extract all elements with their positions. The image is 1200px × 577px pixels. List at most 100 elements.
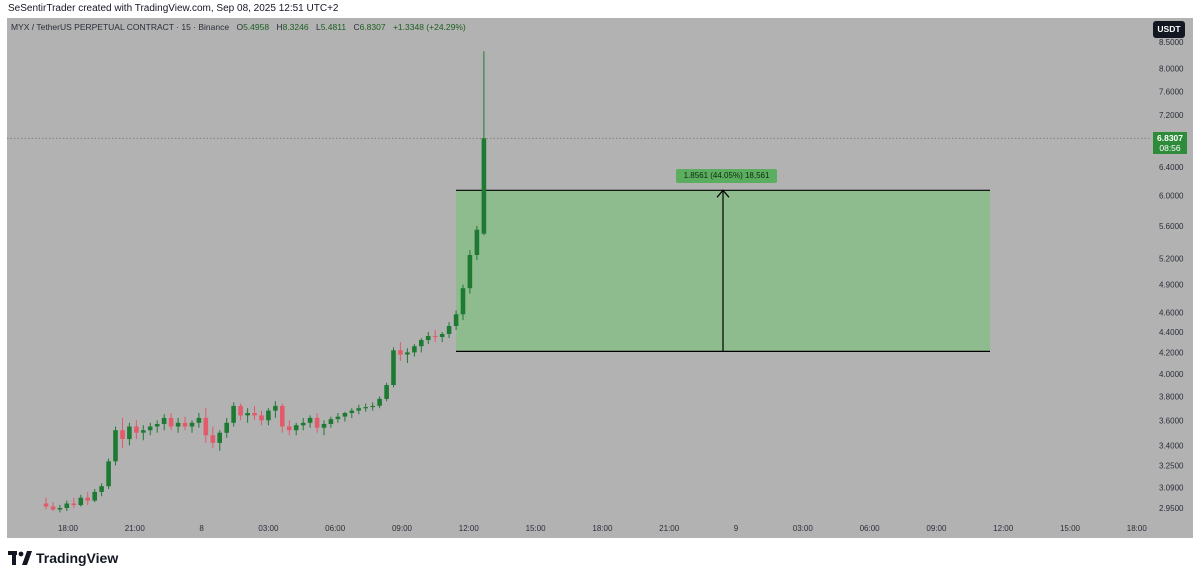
candle-body (377, 398, 382, 406)
price-tick-label: 3.0900 (1159, 484, 1184, 493)
time-tick-label: 18:00 (592, 524, 613, 533)
price-tick-label: 2.9500 (1159, 504, 1184, 513)
candle-body (99, 486, 104, 492)
header-bar: SeSentirTrader created with TradingView.… (0, 0, 1200, 18)
candle-body (370, 405, 375, 408)
candle-body (120, 430, 125, 439)
time-tick-label: 18:00 (1127, 524, 1148, 533)
time-tick-label: 03:00 (793, 524, 814, 533)
high-value: 8.3246 (282, 22, 309, 32)
time-tick-label: 12:00 (993, 524, 1014, 533)
low-label: L (315, 22, 321, 32)
candle-body (210, 435, 216, 443)
candle-body (113, 430, 118, 462)
candle-body (50, 506, 56, 510)
candle-body (57, 508, 63, 510)
low-value: 5.4811 (320, 22, 347, 32)
candle-body (92, 491, 97, 501)
open-value: 5.4958 (243, 22, 270, 32)
tradingview-logo[interactable]: TradingView (8, 550, 118, 566)
candle-body (238, 405, 243, 416)
time-tick-label: 15:00 (1060, 524, 1081, 533)
last-price-tag: 6.8307 08:56 (1153, 132, 1187, 154)
price-tick-label: 4.0000 (1159, 370, 1184, 379)
time-tick-label: 21:00 (125, 524, 146, 533)
candle-body (85, 497, 90, 501)
candle-body (259, 415, 264, 421)
time-tick-label: 12:00 (459, 524, 480, 533)
price-tick-label: 7.2000 (1159, 111, 1184, 120)
time-tick-label: 8 (199, 524, 204, 533)
candle-body (349, 410, 355, 413)
price-tick-label: 8.0000 (1159, 65, 1184, 74)
time-tick-label: 9 (734, 524, 739, 533)
symbol-name: MYX / TetherUS PERPETUAL CONTRACT · 15 ·… (11, 22, 230, 32)
time-tick-label: 03:00 (258, 524, 279, 533)
candle-body (481, 138, 487, 234)
candle-body (273, 405, 278, 411)
candle-body (314, 417, 320, 428)
time-tick-label: 09:00 (926, 524, 947, 533)
time-tick-label: 06:00 (325, 524, 346, 533)
footer-bar (0, 540, 1200, 577)
bar-countdown: 08:56 (1159, 143, 1181, 153)
symbol-legend: MYX / TetherUS PERPETUAL CONTRACT · 15 ·… (11, 22, 466, 32)
candle-body (280, 405, 285, 427)
candle-body (168, 417, 174, 427)
measure-label: 1.8561 (44.05%) 18,561 (676, 169, 777, 183)
candle-body (391, 350, 396, 385)
price-tick-label: 8.5000 (1159, 38, 1184, 47)
candle-body (363, 407, 368, 409)
candle-body (425, 336, 431, 341)
time-tick-label: 06:00 (860, 524, 881, 533)
candle-body (405, 352, 410, 355)
candle-body (453, 314, 459, 326)
candle-body (71, 503, 77, 505)
candle-body (446, 326, 452, 334)
tradingview-logo-icon (8, 551, 32, 565)
price-tick-label: 4.2000 (1159, 348, 1184, 357)
candle-body (217, 432, 222, 443)
candle-body (231, 405, 236, 423)
candle-body (203, 417, 209, 436)
candle-body (189, 422, 195, 427)
candle-body (127, 426, 132, 440)
author-credit: SeSentirTrader created with TradingView.… (8, 3, 339, 14)
high-label: H (276, 22, 283, 32)
candle-body (300, 422, 306, 426)
candle-body (467, 255, 473, 289)
price-tick-label: 6.4000 (1159, 163, 1184, 172)
measure-arrow-head (716, 189, 730, 198)
candle-body (147, 426, 153, 431)
candle-body (307, 417, 313, 423)
price-tick-label: 3.2500 (1159, 461, 1184, 470)
last-price-value: 6.8307 (1157, 133, 1183, 143)
candles-layer (43, 51, 487, 513)
candle-body (432, 336, 438, 337)
time-tick-label: 18:00 (58, 524, 79, 533)
candle-body (78, 497, 84, 506)
candle-body (321, 424, 327, 428)
currency-button[interactable]: USDT (1153, 21, 1185, 38)
price-tick-label: 7.6000 (1159, 87, 1184, 96)
candle-body (419, 340, 424, 347)
price-tick-label: 3.4000 (1159, 442, 1184, 451)
candle-body (286, 426, 292, 431)
time-tick-label: 21:00 (659, 524, 680, 533)
price-tick-label: 4.4000 (1159, 328, 1184, 337)
candle-body (252, 413, 257, 416)
candle-body (266, 410, 271, 421)
candle-body (154, 424, 160, 427)
price-tick-label: 5.2000 (1159, 254, 1184, 263)
close-value: 6.8307 (359, 22, 386, 32)
candle-body (175, 422, 181, 427)
price-axis: 8.50008.00007.60007.20006.80006.40006.00… (1159, 38, 1184, 513)
price-tick-label: 4.6000 (1159, 308, 1184, 317)
price-tick-label: 5.6000 (1159, 222, 1184, 231)
measure-zone-layer (456, 189, 990, 352)
change-value: +1.3348 (+24.29%) (392, 22, 466, 32)
price-tick-label: 3.8000 (1159, 393, 1184, 402)
candle-body (328, 419, 334, 424)
open-label: O (236, 22, 244, 32)
